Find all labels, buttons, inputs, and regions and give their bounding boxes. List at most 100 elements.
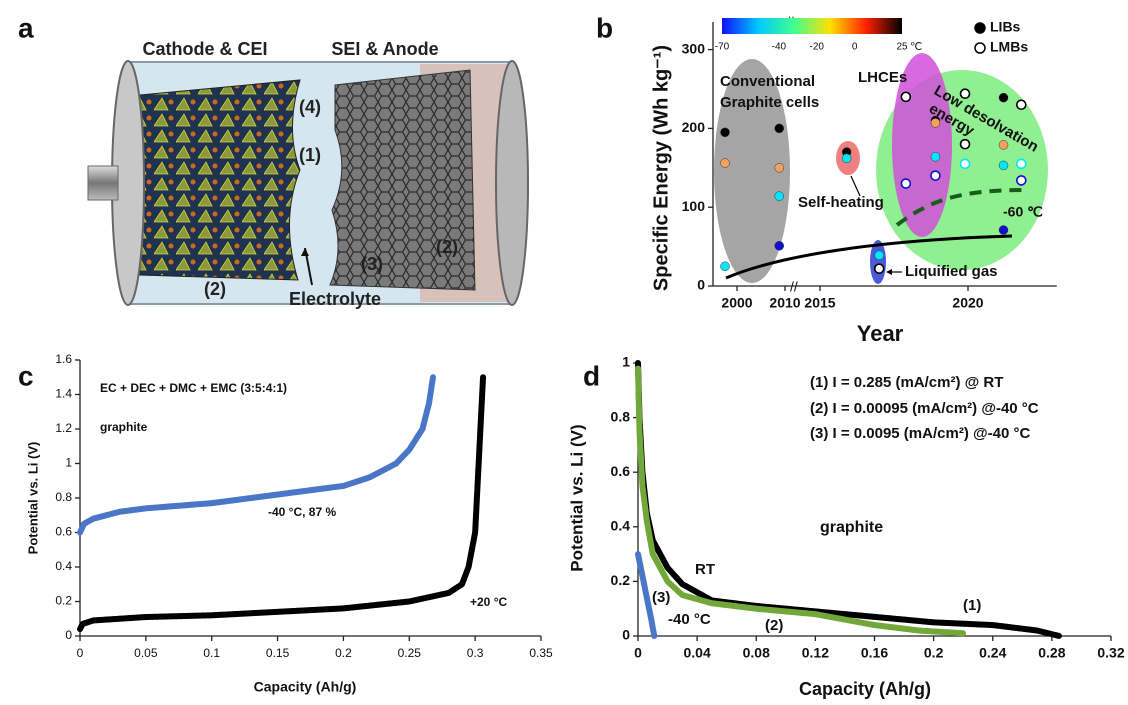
y-tick-label: 0.6	[611, 463, 631, 479]
data-point	[931, 118, 940, 127]
illustration-label: Cathode & CEI	[142, 39, 267, 59]
y-tick-label: 1	[65, 456, 72, 470]
x-tick-label: 0.08	[743, 645, 770, 661]
panel-label: a	[18, 12, 34, 43]
x-tick-label: 0.15	[266, 646, 290, 660]
x-tick-label: 2010	[769, 295, 800, 311]
x-tick-label: 2015	[804, 295, 835, 311]
series-label: (2)	[765, 617, 783, 634]
axis-break: //	[790, 279, 798, 295]
x-tick-label: 0.28	[1038, 645, 1065, 661]
x-tick-label: 0.04	[684, 645, 711, 661]
y-tick-label: 0.4	[55, 559, 72, 573]
y-tick-label: 0.4	[611, 518, 631, 534]
panel-label: c	[18, 360, 34, 391]
y-tick-label: 0.8	[611, 408, 631, 424]
data-point	[901, 179, 910, 188]
y-tick-label: 0	[65, 628, 72, 642]
data-point	[931, 171, 940, 180]
panel-label: b	[596, 12, 613, 43]
annotation: LHCEs	[858, 69, 907, 86]
illustration-label: (2)	[436, 237, 458, 257]
x-tick-label: 0.2	[335, 646, 352, 660]
illustration-label: (3)	[361, 254, 383, 274]
colorbar-tick-label: -40	[772, 42, 787, 53]
x-tick-label: 0.12	[802, 645, 829, 661]
annotation: EC + DEC + DMC + EMC (3:5:4:1)	[100, 381, 287, 395]
y-tick-label: 300	[682, 40, 706, 56]
data-point	[1017, 176, 1026, 185]
data-point	[721, 262, 730, 271]
series-label: +20 °C	[470, 595, 507, 609]
data-point	[999, 140, 1008, 149]
data-point	[999, 161, 1008, 170]
y-tick-label: 100	[682, 198, 706, 214]
x-tick-label: 0.16	[861, 645, 888, 661]
x-axis-label: Year	[857, 321, 904, 346]
data-point	[999, 93, 1008, 102]
annotation: (1) I = 0.285 (mA/cm²) @ RT	[810, 374, 1003, 391]
figure: // // abcdCathode & CEISEI & Anode(4)(1)…	[0, 0, 1128, 705]
series-label: -40 °C, 87 %	[268, 505, 336, 519]
colorbar-tick-label: -20	[810, 42, 825, 53]
x-tick-label: 0	[634, 645, 642, 661]
data-point	[842, 154, 851, 163]
illustration-label: Electrolyte	[289, 289, 381, 309]
x-tick-label: 0.35	[529, 646, 553, 660]
x-tick-label: 2000	[721, 295, 752, 311]
y-tick-label: 0	[697, 277, 705, 293]
y-tick-label: 200	[682, 119, 706, 135]
colorbar-tick-label: -70	[715, 42, 730, 53]
series-label: (1)	[963, 597, 981, 614]
x-tick-label: 0.3	[467, 646, 484, 660]
data-point	[775, 163, 784, 172]
data-point	[775, 241, 784, 250]
colorbar	[722, 18, 902, 34]
y-tick-label: 0	[622, 627, 630, 643]
annotation: graphite	[100, 420, 148, 434]
data-line	[80, 377, 483, 629]
y-tick-label: 0.6	[55, 525, 72, 539]
data-point	[961, 89, 970, 98]
x-axis-label: Capacity (Ah/g)	[254, 679, 357, 695]
y-tick-label: 1.6	[55, 352, 72, 366]
x-axis-label: Capacity (Ah/g)	[799, 679, 931, 699]
colorbar-unit: ℃	[910, 41, 922, 53]
panel-label: d	[583, 360, 600, 391]
data-point	[999, 226, 1008, 235]
illustration-label: (4)	[299, 97, 321, 117]
data-point	[1017, 159, 1026, 168]
data-point	[721, 159, 730, 168]
annotation: -60 ℃	[1003, 204, 1043, 220]
legend-label: LIBs	[990, 19, 1021, 35]
y-tick-label: 0.2	[55, 594, 72, 608]
illustration-label: (1)	[299, 145, 321, 165]
annotation: Self-heating	[798, 194, 884, 211]
y-tick-label: 0.2	[611, 572, 631, 588]
annotation: RT	[695, 561, 715, 578]
legend-marker	[975, 43, 985, 53]
annotation: (3) I = 0.0095 (mA/cm²) @-40 °C	[810, 425, 1030, 442]
x-tick-label: 2020	[952, 295, 983, 311]
annotation: -40 °C	[668, 611, 711, 628]
y-tick-label: 1.2	[55, 421, 72, 435]
data-point	[901, 92, 910, 101]
x-tick-label: 0.24	[979, 645, 1006, 661]
annotation: Liquified gas	[905, 263, 998, 280]
x-tick-label: 0.25	[398, 646, 422, 660]
x-tick-label: 0.05	[134, 646, 158, 660]
y-tick-label: 1.4	[55, 387, 72, 401]
data-point	[875, 264, 884, 273]
colorbar-tick-label: 25	[896, 42, 908, 53]
data-point	[775, 124, 784, 133]
data-point	[1017, 100, 1026, 109]
data-point	[775, 192, 784, 201]
legend-label: LMBs	[990, 39, 1028, 55]
x-tick-label: 0	[77, 646, 84, 660]
data-point	[961, 159, 970, 168]
data-point	[721, 128, 730, 137]
x-tick-label: 0.32	[1097, 645, 1124, 661]
y-tick-label: 0.8	[55, 490, 72, 504]
x-tick-label: 0.2	[924, 645, 944, 661]
y-axis-label: Potential vs. Li (V)	[567, 424, 586, 571]
